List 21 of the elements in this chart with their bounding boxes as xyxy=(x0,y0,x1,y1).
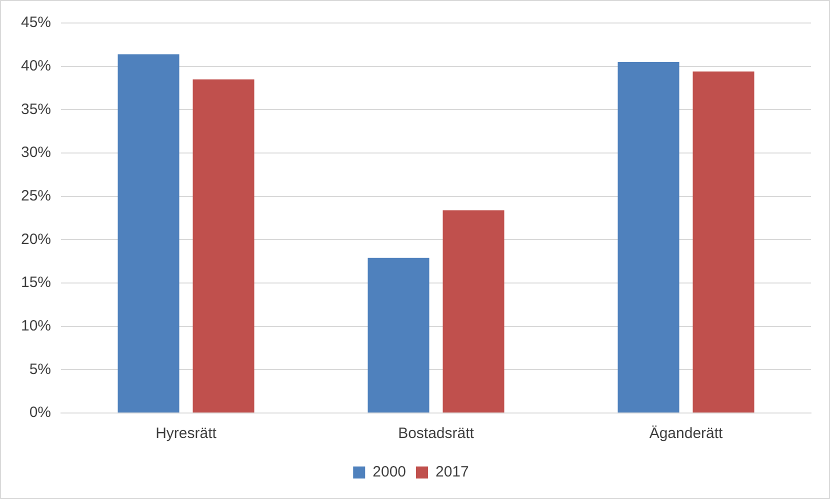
bar xyxy=(192,79,254,412)
x-tick-label: Hyresrätt xyxy=(156,425,218,442)
y-tick-label: 35% xyxy=(20,100,52,118)
bar xyxy=(442,210,504,412)
bar xyxy=(368,258,430,412)
bar xyxy=(118,54,180,412)
x-tick-label: Äganderätt xyxy=(649,425,724,442)
legend-label: 2000 xyxy=(372,464,406,481)
y-tick-label: 25% xyxy=(20,187,52,204)
legend-label: 2017 xyxy=(436,464,469,481)
y-tick-label: 40% xyxy=(20,57,52,74)
y-tick-label: 15% xyxy=(20,274,52,292)
y-tick-label: 5% xyxy=(29,360,52,378)
bar xyxy=(618,62,680,412)
x-tick-label: Bostadsrätt xyxy=(398,425,475,442)
bar xyxy=(692,72,754,412)
y-tick-label: 30% xyxy=(20,144,52,162)
y-tick-label: 45% xyxy=(20,14,52,32)
y-tick-label: 20% xyxy=(20,230,52,248)
y-tick-label: 0% xyxy=(29,404,52,422)
y-tick-label: 10% xyxy=(20,317,52,334)
